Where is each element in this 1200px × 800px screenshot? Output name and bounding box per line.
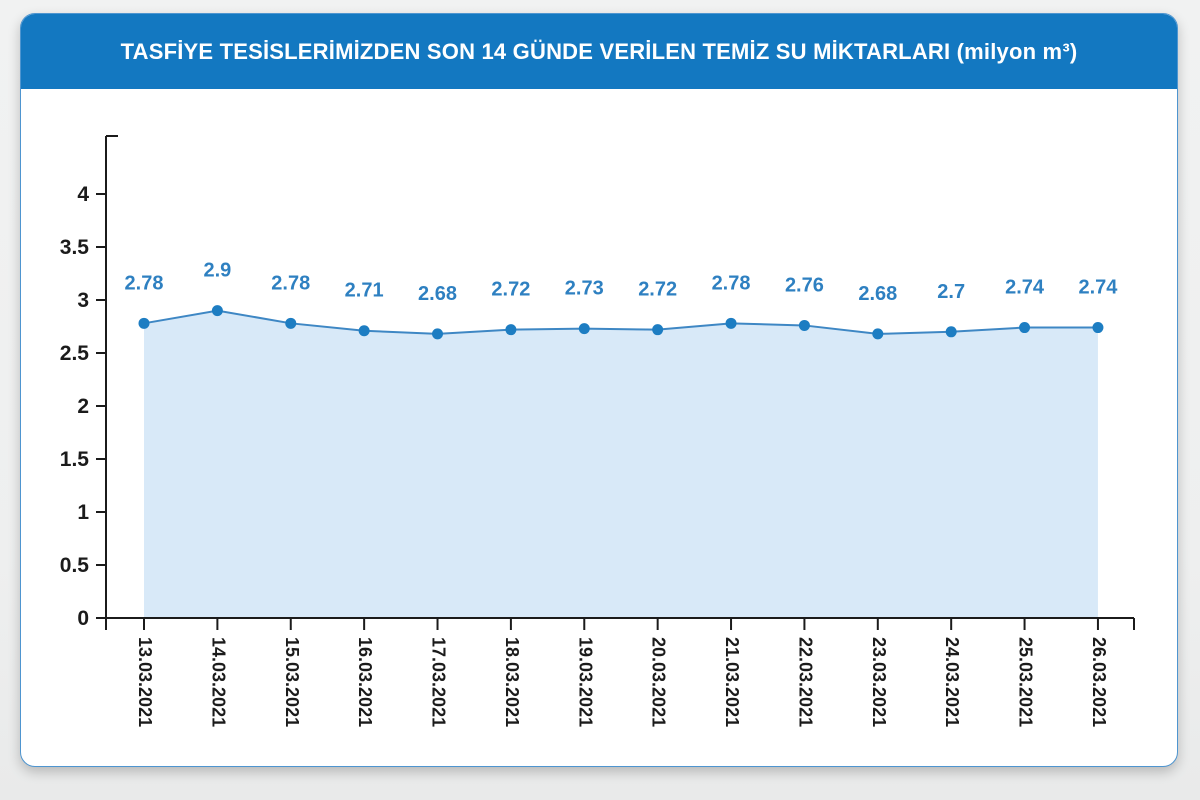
trend-line [143, 309, 1098, 335]
x-tick-label: 16.03.2021 [355, 637, 375, 727]
data-point[interactable] [285, 317, 297, 329]
y-tick-label: 3 [77, 289, 89, 312]
page-title: TASFİYE TESİSLERİMİZDEN SON 14 GÜNDE VER… [120, 38, 1078, 64]
value-label: 2.68 [858, 283, 897, 305]
chart-card: TASFİYE TESİSLERİMİZDEN SON 14 GÜNDE VER… [20, 13, 1178, 767]
area-chart: 0 0.5 1 1.5 2 2.5 3 3.5 4 13.03.2021 14.03.2021 15.… [60, 135, 1135, 727]
x-tick-label: 18.03.2021 [502, 637, 522, 727]
x-tick-label: 24.03.2021 [942, 637, 962, 727]
value-label: 2.68 [418, 283, 457, 305]
y-tick-label: 2 [77, 395, 89, 418]
value-label: 2.71 [345, 280, 384, 302]
x-tick-label: 14.03.2021 [208, 637, 228, 727]
y-tick-label: 0.5 [60, 554, 90, 577]
data-point[interactable] [358, 325, 370, 337]
data-point[interactable] [138, 317, 150, 329]
x-tick-label: 19.03.2021 [575, 637, 595, 727]
x-tick-label: 20.03.2021 [649, 637, 669, 727]
y-tick-label: 1 [77, 501, 89, 524]
value-label: 2.78 [125, 272, 164, 294]
value-label: 2.73 [565, 278, 604, 300]
x-tick-label: 21.03.2021 [722, 637, 742, 727]
data-point[interactable] [652, 324, 664, 336]
value-label: 2.72 [638, 279, 677, 301]
data-point[interactable] [872, 328, 884, 340]
chart-header: TASFİYE TESİSLERİMİZDEN SON 14 GÜNDE VER… [21, 14, 1177, 89]
area-fill [144, 310, 1098, 618]
y-tick-label: 3.5 [60, 236, 90, 259]
y-tick-label: 4 [77, 183, 89, 206]
x-tick-label: 13.03.2021 [135, 637, 155, 727]
data-point[interactable] [1092, 322, 1104, 334]
value-label: 2.7 [937, 281, 965, 303]
x-tick-label: 26.03.2021 [1089, 637, 1109, 727]
data-point[interactable] [432, 328, 444, 340]
y-tick-label: 0 [77, 607, 89, 630]
data-point[interactable] [945, 326, 957, 338]
data-point[interactable] [798, 319, 810, 331]
value-label: 2.9 [203, 260, 231, 282]
x-tick-label: 17.03.2021 [429, 637, 449, 727]
data-point[interactable] [725, 317, 737, 329]
y-tick-label: 1.5 [60, 448, 90, 471]
value-label: 2.78 [271, 272, 310, 294]
value-label: 2.78 [712, 272, 751, 294]
value-label: 2.76 [785, 274, 824, 296]
y-tick-label: 2.5 [60, 342, 90, 365]
data-point[interactable] [211, 305, 223, 317]
data-point[interactable] [505, 324, 517, 336]
value-label: 2.74 [1005, 277, 1045, 299]
x-tick-label: 25.03.2021 [1016, 637, 1036, 727]
x-tick-label: 22.03.2021 [795, 637, 815, 727]
data-point[interactable] [578, 323, 590, 335]
x-tick-label: 23.03.2021 [869, 637, 889, 727]
value-label: 2.72 [491, 279, 530, 301]
value-label: 2.74 [1078, 277, 1118, 299]
chart-area: 0 0.5 1 1.5 2 2.5 3 3.5 4 13.03.2021 14.03.2021 15.… [21, 89, 1177, 766]
data-point[interactable] [1019, 322, 1031, 334]
x-tick-label: 15.03.2021 [282, 637, 302, 727]
